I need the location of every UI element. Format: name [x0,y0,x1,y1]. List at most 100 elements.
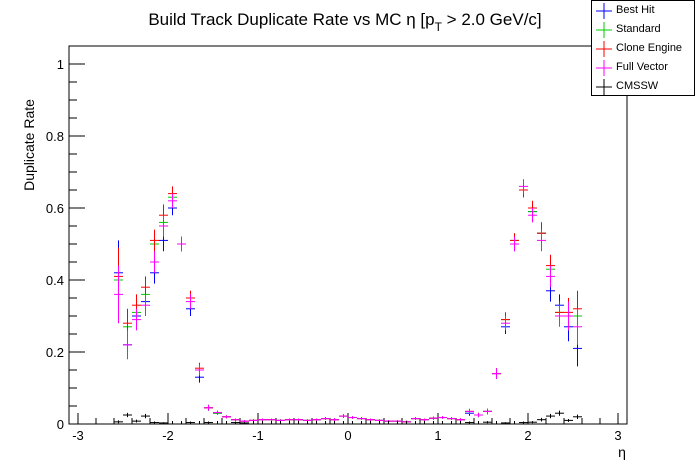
legend: Best Hit Standard Clone Engine Full Vect… [591,0,695,96]
data-point-full-vector [195,364,204,376]
data-point-full-vector [339,414,348,418]
data-point-full-vector [123,330,132,360]
axes-layer: -3 -2 -1 0 1 2 3 0 0.2 0.4 0.6 0.8 1 [46,57,622,443]
data-point-cmssw [537,417,546,422]
data-point-full-vector [213,410,222,415]
data-point-full-vector [150,251,159,273]
series-clone-engine [114,182,582,423]
data-point-full-vector [321,417,330,421]
legend-item-cmssw: CMSSW [592,78,696,97]
x-tick-label: -1 [252,428,264,443]
data-point-full-vector [204,404,213,411]
data-point-cmssw [384,421,393,425]
x-tick-label: -2 [162,428,174,443]
data-point-full-vector [258,418,267,421]
chart-title-subscript: T [435,20,443,34]
legend-item-full-vector: Full Vector [592,59,696,78]
series-full-vector [114,179,582,423]
data-point-full-vector [330,418,339,422]
legend-marker-clone-engine [596,41,612,57]
data-point-cmssw [420,421,429,425]
data-point-cmssw [366,421,375,425]
data-point-full-vector [420,418,429,421]
data-point-cmssw [276,421,285,425]
data-point-full-vector [483,408,492,415]
data-point-full-vector [222,415,231,419]
data-point-full-vector [510,236,519,252]
data-point-cmssw [474,421,483,425]
data-point-cmssw [519,421,528,424]
data-point-cmssw [141,413,150,419]
data-point-cmssw [195,421,204,425]
y-axis-label: Duplicate Rate [21,99,37,191]
data-point-cmssw [564,418,573,422]
data-point-clone-engine [150,229,159,252]
data-point-cmssw [528,421,537,424]
data-point-full-vector [573,308,582,345]
data-point-cmssw [213,421,222,425]
data-point-full-vector [528,208,537,223]
data-point-cmssw [330,421,339,425]
data-point-full-vector [312,418,321,421]
data-point-full-vector [555,305,564,327]
data-point-full-vector [141,294,150,316]
data-point-full-vector [546,265,555,288]
legend-item-best-hit: Best Hit [592,2,696,21]
y-tick-label: 0 [57,417,64,432]
y-tick-label: 0.6 [46,201,64,216]
data-point-cmssw [573,414,582,419]
data-point-cmssw [204,421,213,424]
data-point-cmssw [240,422,249,424]
data-point-full-vector [465,408,474,414]
data-point-cmssw [438,421,447,425]
data-point-cmssw [168,421,177,425]
y-tick-label: 0.8 [46,129,64,144]
y-tick-label: 0.2 [46,345,64,360]
data-point-cmssw [186,421,195,424]
data-point-full-vector [357,417,366,421]
series-best-hit [114,182,582,423]
data-point-cmssw [114,420,123,424]
data-point-cmssw [411,421,420,425]
x-tick-label: 3 [614,428,621,443]
data-point-full-vector [474,412,483,418]
legend-marker-best-hit [596,3,612,19]
data-point-cmssw [258,421,267,425]
y-tick-label: 0.4 [46,273,64,288]
data-point-cmssw [150,421,159,424]
data-point-cmssw [492,421,501,425]
legend-item-clone-engine: Clone Engine [592,40,696,59]
data-point-full-vector [267,418,276,421]
data-point-cmssw [321,421,330,425]
data-point-cmssw [357,421,366,425]
data-point-cmssw [159,422,168,424]
data-point-cmssw [303,421,312,425]
data-point-full-vector [519,179,528,194]
data-point-full-vector [177,236,186,252]
data-point-full-vector [231,418,240,421]
data-point-cmssw [402,421,411,425]
data-point-full-vector [411,417,420,421]
data-point-cmssw [285,421,294,425]
data-point-cmssw [249,421,258,425]
data-point-full-vector [501,316,510,331]
data-point-cmssw [375,421,384,425]
data-point-full-vector [447,417,456,421]
data-point-cmssw [456,421,465,425]
data-point-full-vector [186,294,195,309]
legend-item-standard: Standard [592,21,696,40]
series-layer [114,179,582,425]
x-axis-label: η [618,444,626,460]
data-point-full-vector [294,418,303,421]
data-point-cmssw [483,421,492,424]
y-tick-label: 1 [57,57,64,72]
x-tick-label: 1 [434,428,441,443]
data-point-cmssw [132,419,141,423]
chart-title-tail: > 2.0 GeV/c] [442,10,542,29]
legend-marker-full-vector [596,60,612,76]
data-point-cmssw [177,421,186,425]
data-point-full-vector [492,368,501,379]
data-point-full-vector [564,301,573,331]
legend-label: Standard [616,23,661,35]
